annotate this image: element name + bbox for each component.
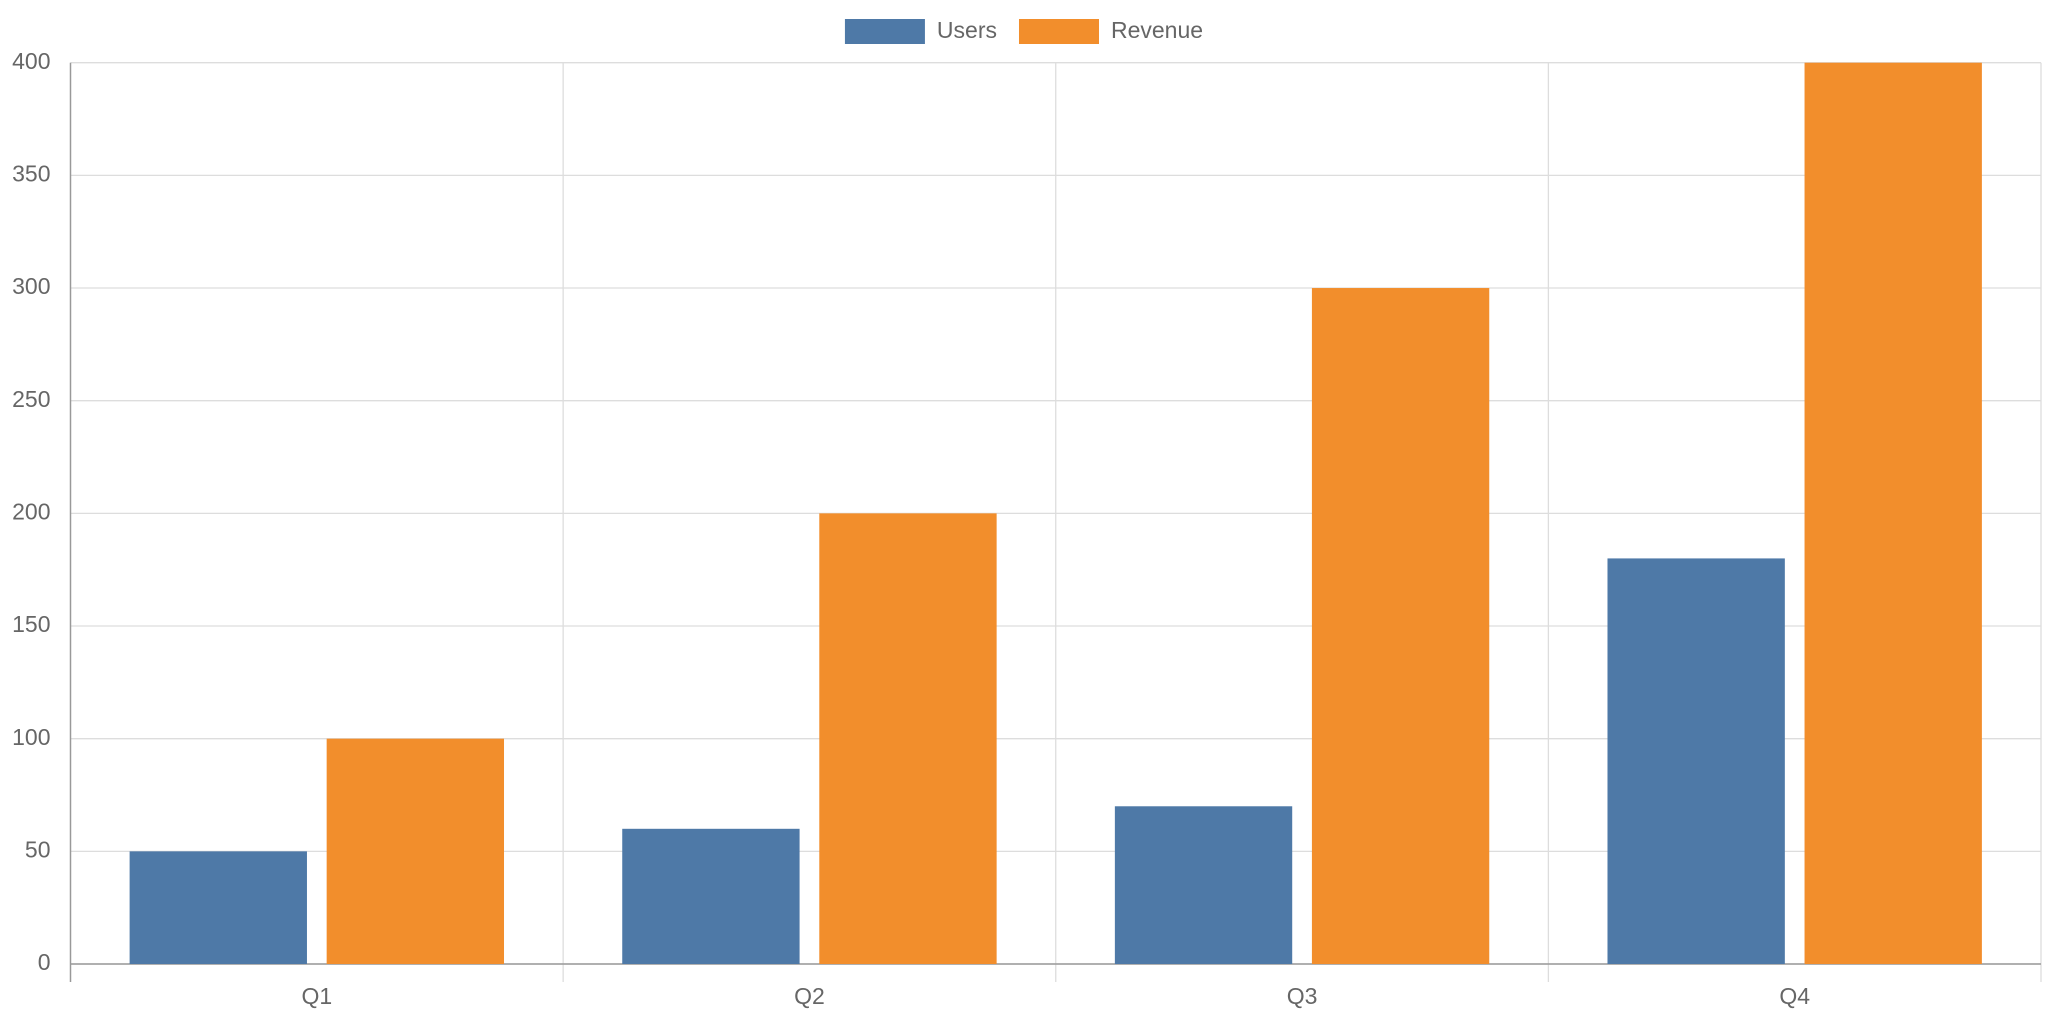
- bar: [1114, 806, 1293, 964]
- y-tick-label: 100: [12, 724, 50, 750]
- bar: [819, 513, 997, 964]
- legend-swatch: [1018, 19, 1099, 44]
- legend-label: Users: [937, 17, 997, 43]
- bar: [129, 851, 307, 964]
- y-tick-label: 200: [12, 498, 50, 524]
- x-tick-label: Q4: [1779, 983, 1810, 1009]
- bar: [1311, 288, 1490, 964]
- bar: [622, 828, 800, 964]
- x-tick-label: Q2: [794, 983, 825, 1009]
- y-tick-label: 50: [25, 836, 51, 862]
- bar: [326, 738, 505, 964]
- y-tick-label: 250: [12, 386, 50, 412]
- legend-swatch: [844, 19, 925, 44]
- legend-label: Revenue: [1111, 17, 1203, 43]
- y-tick-label: 150: [12, 611, 50, 637]
- x-tick-label: Q3: [1287, 983, 1318, 1009]
- y-tick-label: 400: [12, 48, 50, 74]
- y-tick-label: 350: [12, 160, 50, 186]
- y-tick-label: 0: [38, 949, 51, 975]
- bar: [1607, 558, 1785, 964]
- y-tick-label: 300: [12, 273, 50, 299]
- x-tick-label: Q1: [301, 983, 332, 1009]
- bar: [1804, 62, 1982, 964]
